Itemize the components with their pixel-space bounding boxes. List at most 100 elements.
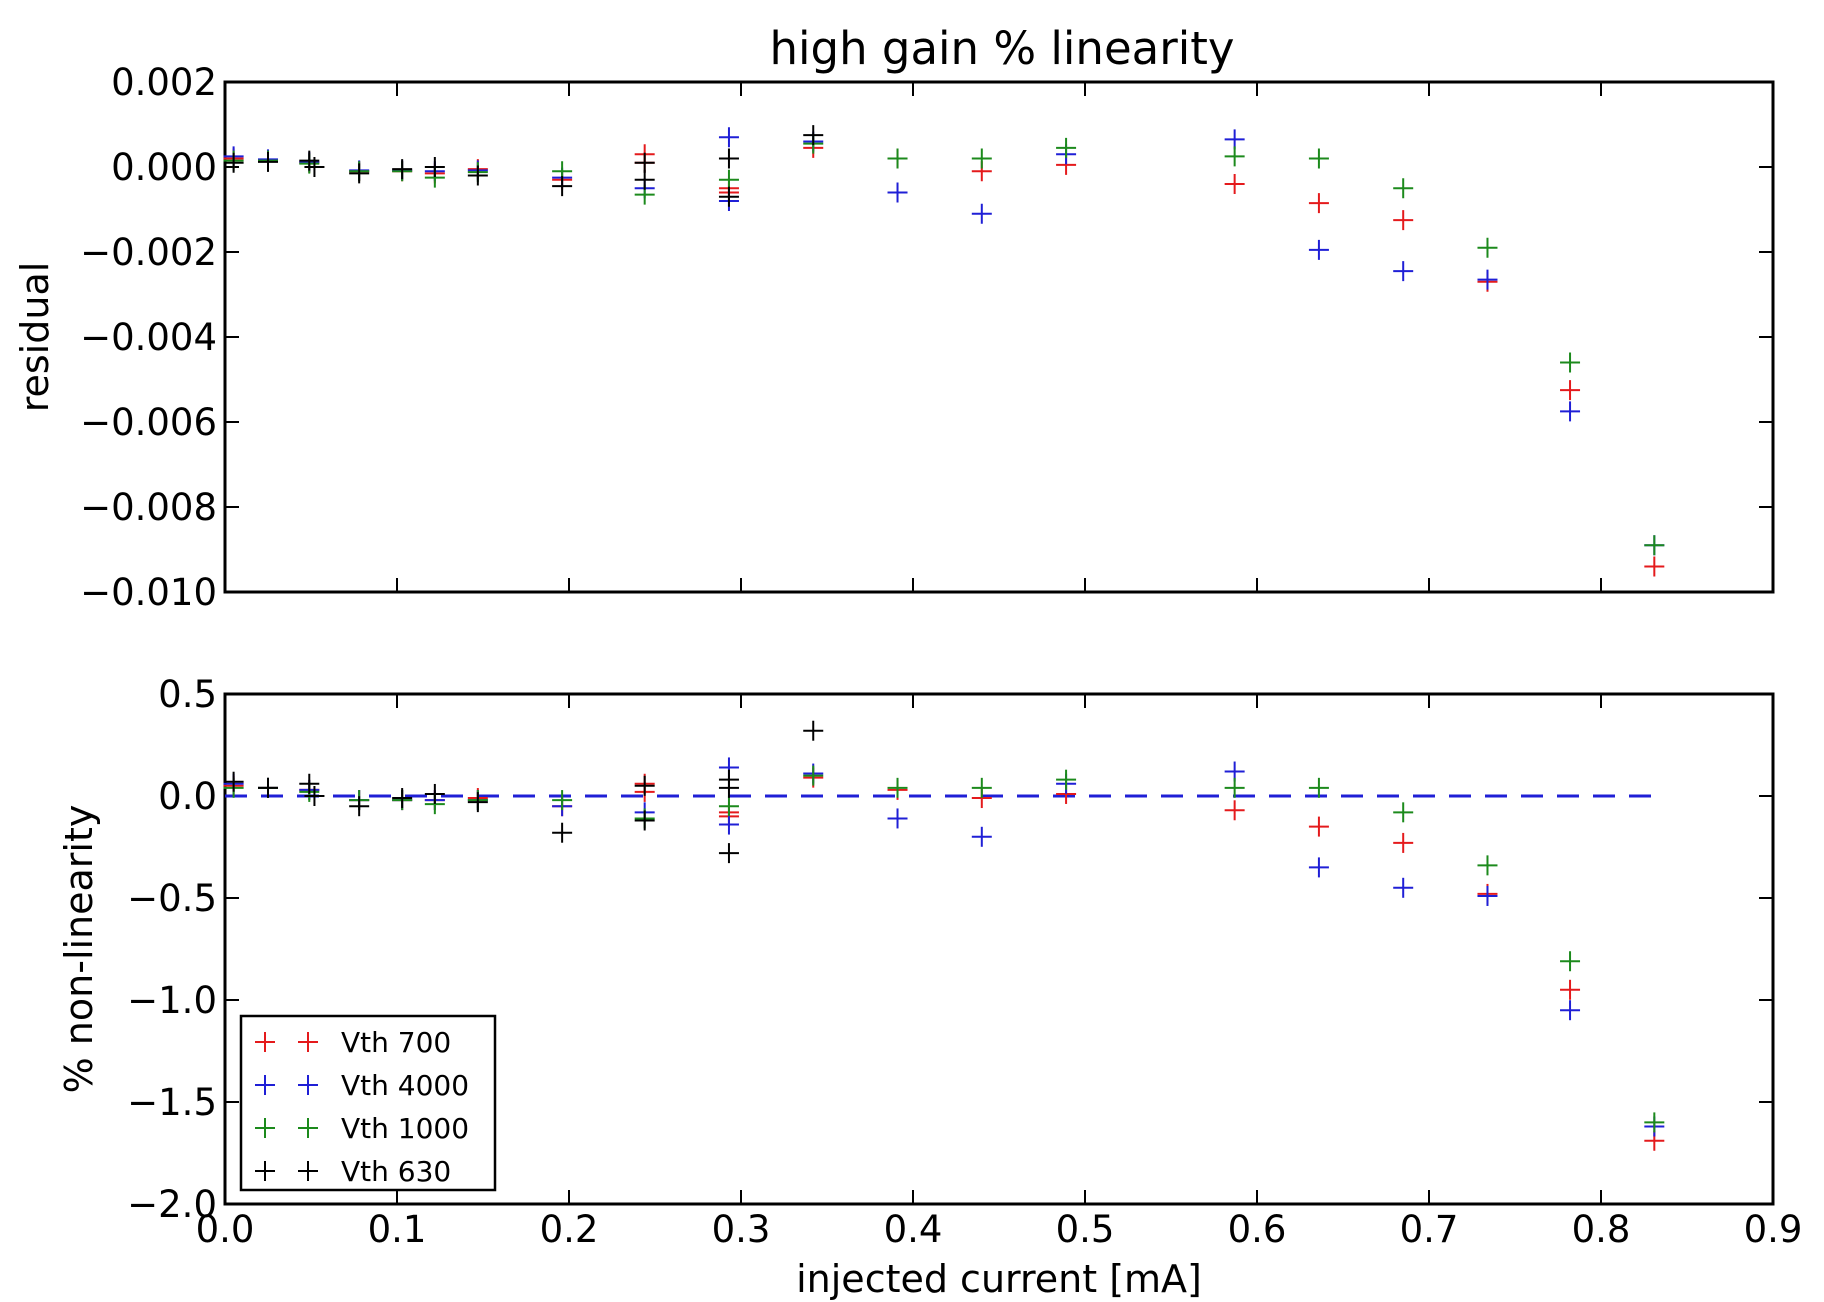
legend-box (239, 1014, 497, 1192)
data-point-vth-630 (718, 777, 739, 798)
legend-label: Vth 700 (341, 1026, 451, 1059)
data-point-vth-4000 (1560, 1000, 1581, 1021)
data-point-vth-1000 (1224, 777, 1245, 798)
y-tick-label: 0.002 (111, 61, 217, 104)
y-tick-label: −0.006 (80, 401, 217, 444)
data-point-vth-1000 (803, 765, 824, 786)
data-point-vth-1000 (971, 777, 992, 798)
y-tick-label: −1.5 (127, 1081, 217, 1124)
y-tick-label: −0.008 (80, 486, 217, 529)
data-point-vth-1000 (718, 796, 739, 817)
data-point-vth-1000 (718, 169, 739, 190)
data-point-vth-1000 (1056, 137, 1077, 158)
data-point-vth-630 (349, 163, 370, 184)
data-point-vth-630 (634, 152, 655, 173)
data-point-vth-4000 (1308, 239, 1329, 260)
data-point-vth-4000 (971, 203, 992, 224)
residual-panel: 0.002 0.000 −0.002 −0.004 −0.006 −0.008 −0.010… (13, 61, 1775, 614)
y-tick-label: −2.0 (127, 1183, 217, 1226)
data-point-vth-630 (392, 159, 413, 180)
x-tick-label: 0.8 (1572, 1208, 1631, 1251)
x-tick-label: 0.2 (540, 1208, 599, 1251)
residual-data-points (223, 125, 1665, 577)
data-point-vth-1000 (1560, 951, 1581, 972)
data-point-vth-630 (718, 186, 739, 207)
legend-label: Vth 630 (341, 1155, 451, 1188)
data-point-vth-630 (552, 822, 573, 843)
legend-entry: Vth 1000 (255, 1112, 469, 1145)
data-point-vth-4000 (1560, 401, 1581, 422)
residual-y-tick-labels: 0.002 0.000 −0.002 −0.004 −0.006 −0.008 −0.010 (80, 61, 217, 614)
nonlinearity-data-points (223, 720, 1665, 1151)
data-point-vth-1000 (1056, 769, 1077, 790)
data-point-vth-1000 (1308, 148, 1329, 169)
data-point-vth-700 (1560, 380, 1581, 401)
y-tick-label: 0.5 (158, 673, 217, 716)
data-point-vth-630 (223, 771, 244, 792)
x-tick-label: 0.3 (712, 1208, 771, 1251)
data-point-vth-630 (304, 157, 325, 177)
y-tick-label: 0.0 (158, 775, 217, 818)
data-point-vth-630 (349, 796, 370, 817)
data-point-vth-1000 (1308, 777, 1329, 798)
data-point-vth-700 (1224, 800, 1245, 821)
data-point-vth-1000 (1393, 178, 1414, 199)
data-point-vth-4000 (887, 182, 908, 203)
chart-title: high gain % linearity (769, 22, 1234, 75)
data-point-vth-630 (467, 792, 488, 813)
data-point-vth-4000 (1224, 129, 1245, 150)
y-tick-label: 0.000 (111, 146, 217, 189)
data-point-vth-700 (1308, 193, 1329, 214)
data-point-vth-4000 (718, 127, 739, 148)
x-tick-labels: 0.0 0.1 0.2 0.3 0.4 0.5 0.6 0.7 0.8 0.9 (196, 1208, 1803, 1251)
x-tick-label: 0.4 (884, 1208, 943, 1251)
data-point-vth-630 (424, 157, 445, 177)
data-point-vth-630 (467, 165, 488, 186)
data-point-vth-4000 (1393, 261, 1414, 282)
x-tick-label: 0.6 (1228, 1208, 1287, 1251)
data-point-vth-4000 (1477, 269, 1498, 290)
data-point-vth-630 (803, 125, 824, 146)
data-point-vth-630 (424, 783, 445, 804)
data-point-vth-700 (1308, 816, 1329, 837)
data-point-vth-700 (1393, 210, 1414, 231)
y-tick-label: −0.5 (127, 877, 217, 920)
data-point-vth-1000 (1393, 802, 1414, 823)
x-tick-label: 0.7 (1400, 1208, 1459, 1251)
nonlinearity-y-axis-label: % non-linearity (57, 805, 101, 1094)
legend-entry: Vth 630 (255, 1155, 451, 1188)
data-point-vth-1000 (1477, 855, 1498, 876)
data-point-vth-1000 (1644, 1112, 1665, 1133)
data-point-vth-700 (1224, 174, 1245, 194)
data-point-vth-1000 (1224, 146, 1245, 167)
data-point-vth-630 (304, 786, 325, 806)
data-point-vth-1000 (1644, 535, 1665, 556)
data-point-vth-4000 (971, 826, 992, 847)
data-point-vth-630 (552, 176, 573, 197)
data-point-vth-630 (718, 843, 739, 864)
data-point-vth-1000 (552, 790, 573, 811)
data-point-vth-630 (258, 777, 278, 798)
data-point-vth-700 (1560, 979, 1581, 1000)
data-point-vth-630 (634, 775, 655, 796)
data-point-vth-4000 (1477, 885, 1498, 906)
data-point-vth-1000 (1477, 237, 1498, 258)
data-point-vth-1000 (1560, 352, 1581, 373)
data-point-vth-700 (1644, 556, 1665, 577)
x-tick-label: 0.1 (368, 1208, 427, 1251)
nonlinearity-plot-frame (223, 692, 1775, 1206)
legend: Vth 700 Vth 4000 Vth 1000 Vth 630 (239, 1014, 497, 1192)
data-point-vth-1000 (887, 777, 908, 798)
data-point-vth-4000 (1308, 857, 1329, 878)
data-point-vth-630 (634, 810, 655, 831)
legend-label: Vth 1000 (341, 1112, 469, 1145)
residual-axis-ticks (224, 81, 1774, 593)
y-tick-label: −0.004 (80, 316, 217, 359)
data-point-vth-630 (718, 148, 739, 169)
x-tick-label: 0.9 (1744, 1208, 1803, 1251)
data-point-vth-4000 (887, 808, 908, 829)
y-tick-label: −1.0 (127, 979, 217, 1022)
data-point-vth-700 (1393, 832, 1414, 853)
data-point-vth-630 (803, 720, 824, 741)
